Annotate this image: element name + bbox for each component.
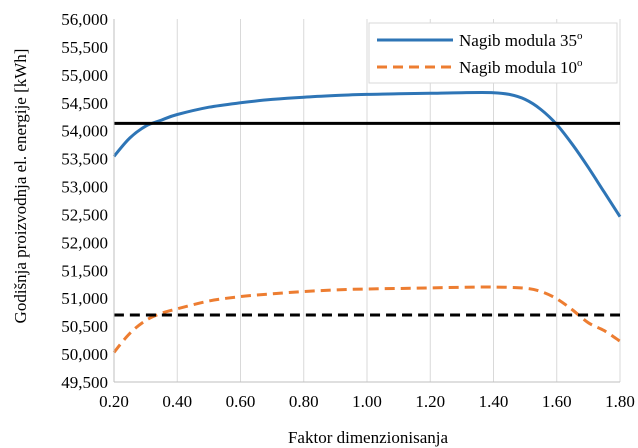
y-tick-label: 51,500	[61, 261, 108, 280]
y-tick-label: 52,500	[61, 205, 108, 224]
y-tick-label: 53,500	[61, 150, 108, 169]
x-tick-label: 0.20	[99, 392, 129, 411]
x-tick-labels: 0.20 0.40 0.60 0.80 1.00 1.20 1.40 1.60 1.80	[99, 392, 635, 411]
y-axis-title: Godišnja proizvodnja el. energije [kWh]	[11, 49, 30, 324]
y-tick-label: 51,000	[61, 289, 108, 308]
series-line-nagib-modula-35	[112, 91, 622, 218]
y-tick-label: 50,500	[61, 317, 108, 336]
degree-superscript: o	[577, 30, 583, 42]
y-tick-label: 54,500	[61, 94, 108, 113]
x-tick-label: 1.60	[542, 392, 572, 411]
y-tick-label: 50,000	[61, 345, 108, 364]
series-line-nagib-modula-10	[112, 285, 621, 354]
legend-box	[368, 22, 618, 84]
degree-superscript: o	[577, 57, 583, 69]
x-axis-title: Faktor dimenzionisanja	[288, 428, 449, 447]
series-lines	[112, 91, 622, 354]
axes	[113, 19, 620, 383]
x-tick-label: 0.80	[289, 392, 319, 411]
x-tick-label: 1.20	[415, 392, 445, 411]
x-tick-label: 0.60	[226, 392, 256, 411]
y-tick-label: 55,500	[61, 38, 108, 57]
y-tick-label: 52,000	[61, 233, 108, 252]
y-tick-label: 56,000	[61, 10, 108, 29]
x-tick-label: 1.00	[352, 392, 382, 411]
y-tick-label: 55,000	[61, 66, 108, 85]
legend-label: Nagib modula 35o	[459, 30, 583, 50]
y-tick-label: 54,000	[61, 122, 108, 141]
y-tick-labels: 49,500 50,000 50,500 51,000 51,500 52,000 52,5…	[61, 10, 108, 392]
x-tick-label: 1.80	[605, 392, 635, 411]
legend: Nagib modula 35o Nagib modula 10o	[368, 22, 618, 84]
x-tick-label: 1.40	[479, 392, 509, 411]
y-tick-label: 49,500	[61, 373, 108, 392]
y-tick-label: 53,000	[61, 178, 108, 197]
x-tick-label: 0.40	[162, 392, 192, 411]
legend-label: Nagib modula 10o	[459, 57, 583, 77]
